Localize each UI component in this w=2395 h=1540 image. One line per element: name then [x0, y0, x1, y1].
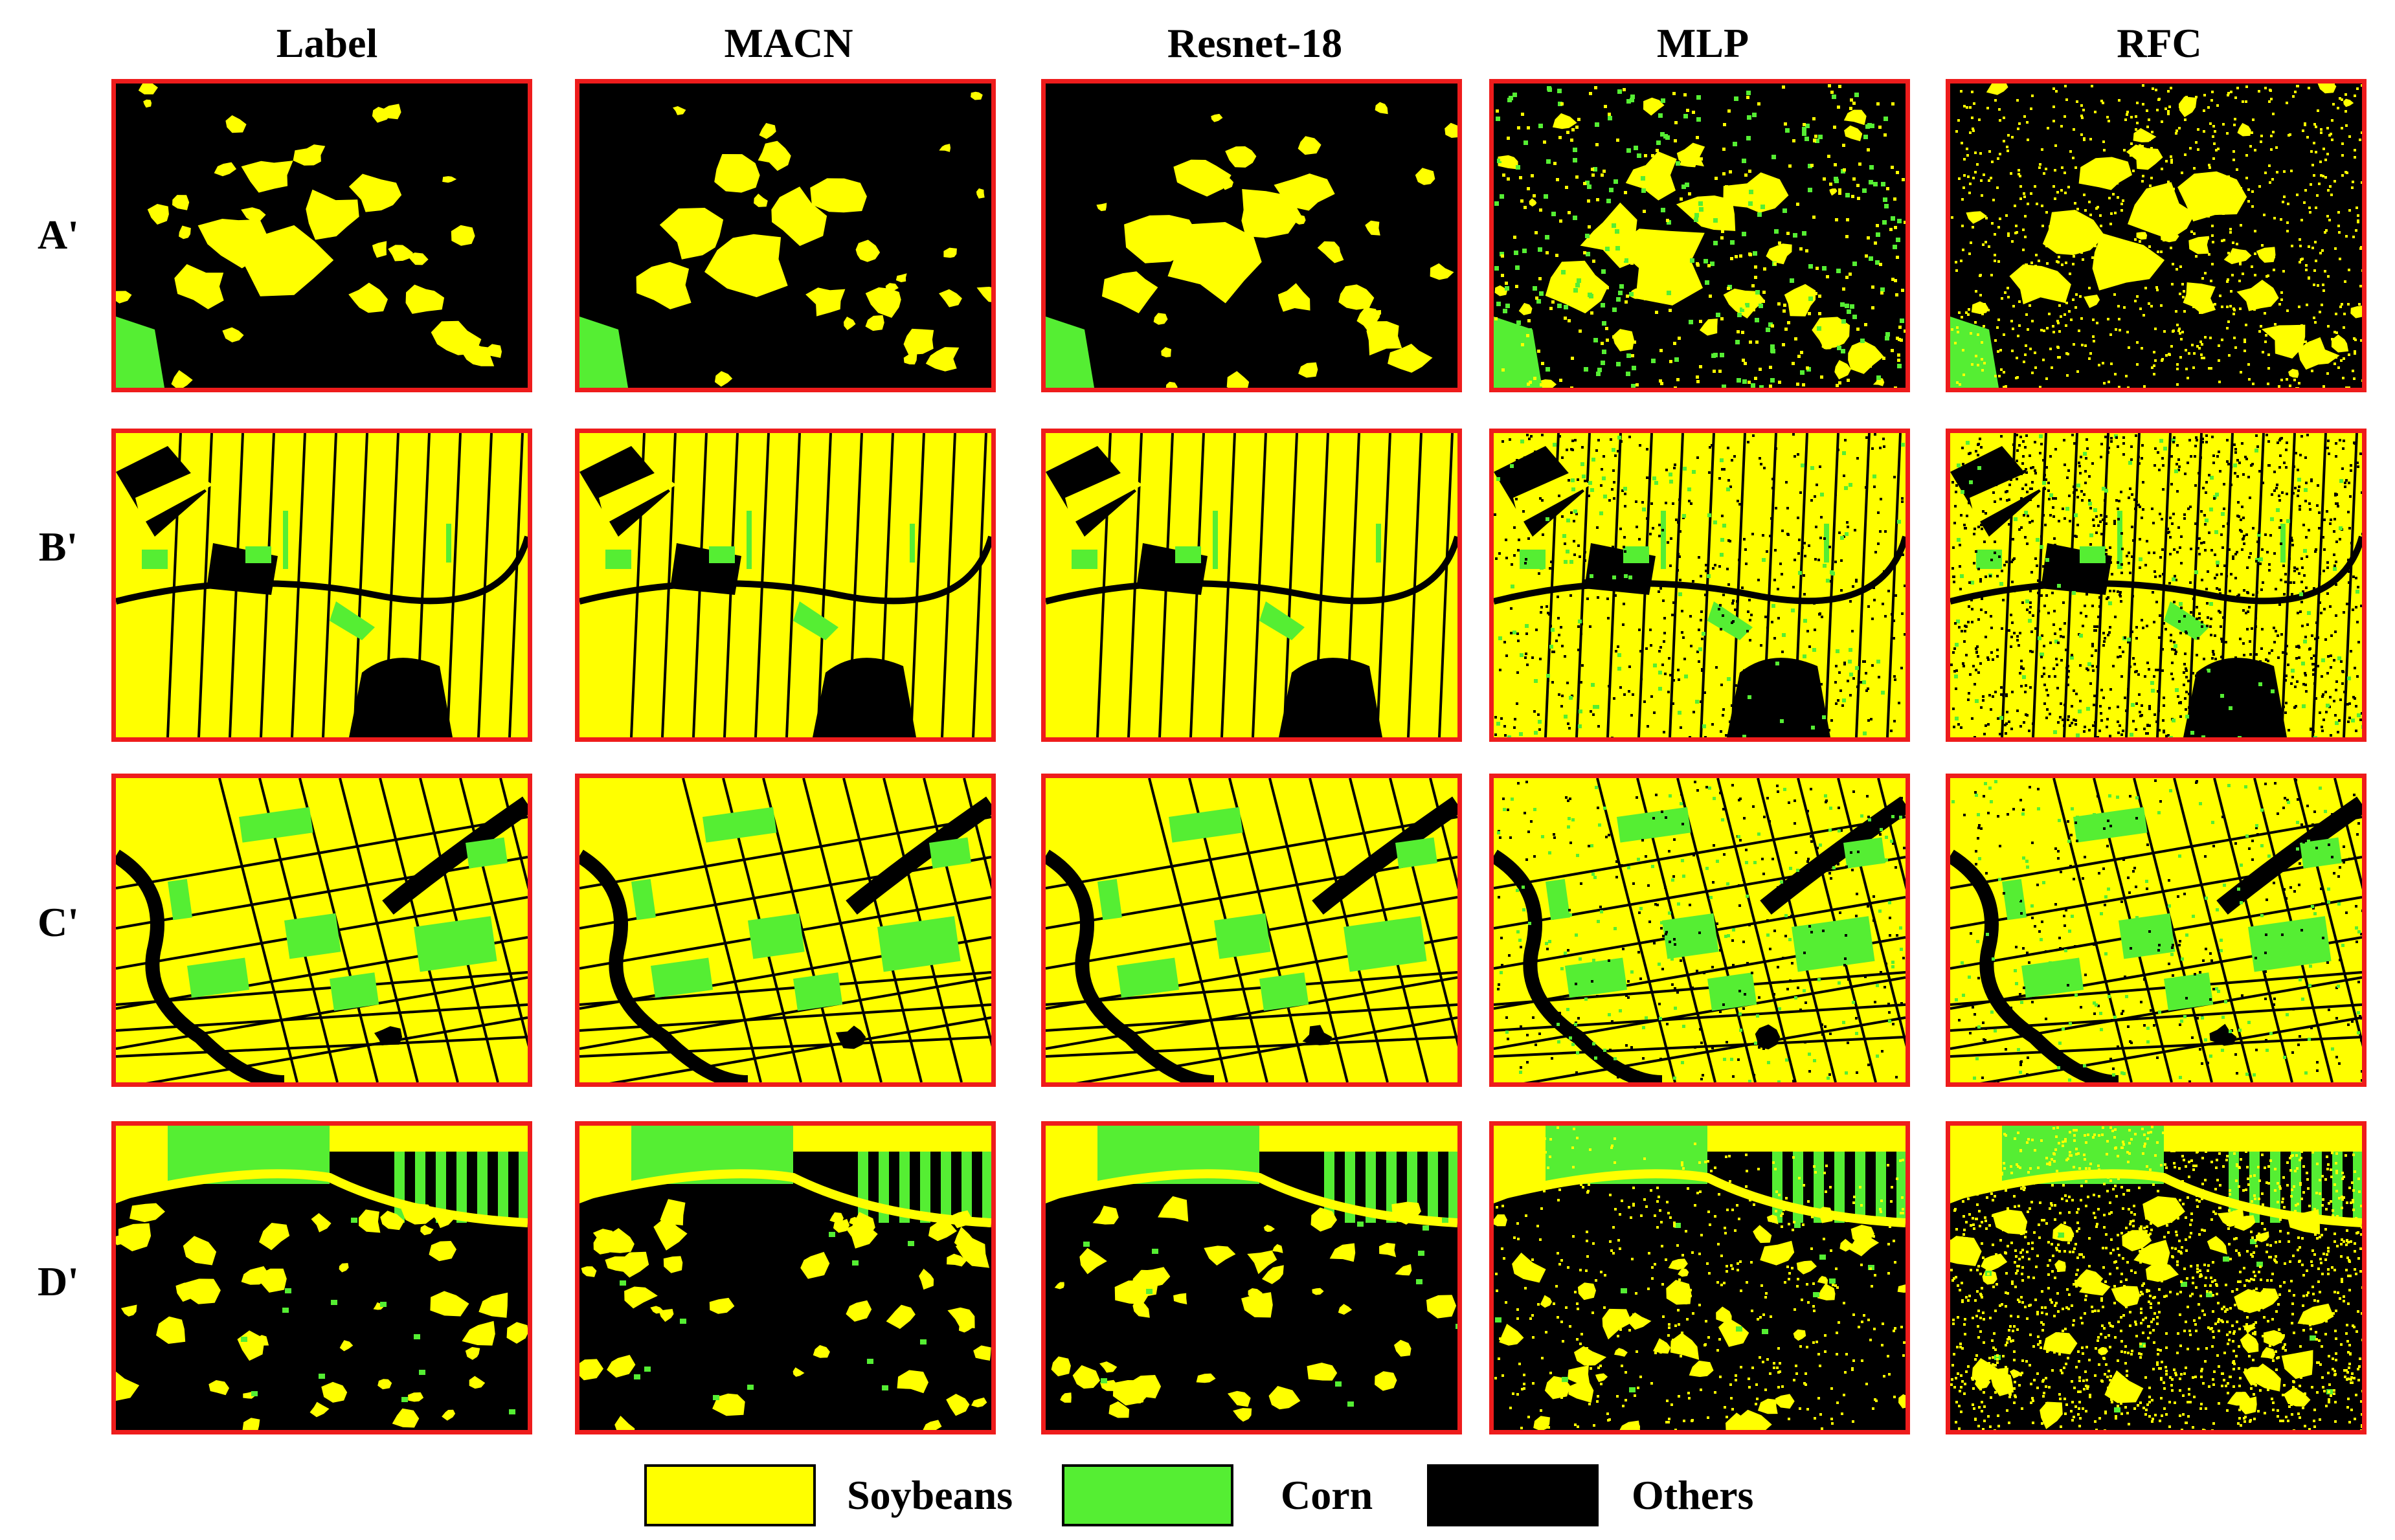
classification-map-image	[1950, 1126, 2362, 1430]
legend-label-corn: Corn	[1281, 1472, 1373, 1518]
row-label-d: D'	[38, 1258, 79, 1304]
classification-map-image	[579, 84, 991, 388]
map-panel-c-label	[111, 774, 532, 1087]
map-panel-d-label	[111, 1121, 532, 1434]
legend-swatch-others	[1427, 1464, 1599, 1526]
legend-swatch-corn	[1062, 1464, 1233, 1526]
column-header-resnet18: Resnet-18	[1167, 20, 1343, 66]
map-panel-d-mlp	[1489, 1121, 1910, 1434]
classification-map-image	[1950, 433, 2362, 737]
map-panel-a-macn	[575, 79, 996, 392]
legend-swatch-soybeans	[644, 1464, 816, 1526]
map-panel-b-macn	[575, 429, 996, 742]
classification-map-image	[1950, 84, 2362, 388]
classification-map-image	[579, 1126, 991, 1430]
column-header-mlp: MLP	[1656, 20, 1749, 66]
map-panel-b-rfc	[1946, 429, 2367, 742]
legend-label-soybeans: Soybeans	[847, 1472, 1013, 1518]
map-panel-d-rfc	[1946, 1121, 2367, 1434]
classification-map-image	[579, 778, 991, 1082]
map-panel-c-rfc	[1946, 774, 2367, 1087]
classification-map-image	[1046, 778, 1457, 1082]
classification-map-image	[579, 433, 991, 737]
row-label-a: A'	[38, 212, 79, 258]
legend-label-others: Others	[1632, 1472, 1754, 1518]
column-header-macn: MACN	[724, 20, 853, 66]
classification-map-image	[1046, 84, 1457, 388]
row-label-c: C'	[38, 899, 79, 945]
column-header-rfc: RFC	[2117, 20, 2202, 66]
map-panel-a-label	[111, 79, 532, 392]
classification-map-image	[1494, 433, 1906, 737]
classification-map-image	[1046, 433, 1457, 737]
map-panel-c-macn	[575, 774, 996, 1087]
map-panel-d-resnet18	[1041, 1121, 1462, 1434]
classification-map-image	[116, 1126, 528, 1430]
column-header-label: Label	[276, 20, 378, 66]
map-panel-b-label	[111, 429, 532, 742]
map-panel-b-resnet18	[1041, 429, 1462, 742]
map-panel-a-mlp	[1489, 79, 1910, 392]
row-label-b: B'	[38, 524, 78, 570]
map-panel-c-mlp	[1489, 774, 1910, 1087]
classification-map-image	[116, 84, 528, 388]
classification-map-image	[1494, 1126, 1906, 1430]
map-panel-c-resnet18	[1041, 774, 1462, 1087]
map-panel-d-macn	[575, 1121, 996, 1434]
classification-map-image	[1494, 84, 1906, 388]
map-panel-b-mlp	[1489, 429, 1910, 742]
map-panel-a-resnet18	[1041, 79, 1462, 392]
classification-map-image	[1950, 778, 2362, 1082]
map-panel-a-rfc	[1946, 79, 2367, 392]
classification-map-image	[116, 433, 528, 737]
classification-map-image	[116, 778, 528, 1082]
classification-map-image	[1494, 778, 1906, 1082]
classification-map-image	[1046, 1126, 1457, 1430]
